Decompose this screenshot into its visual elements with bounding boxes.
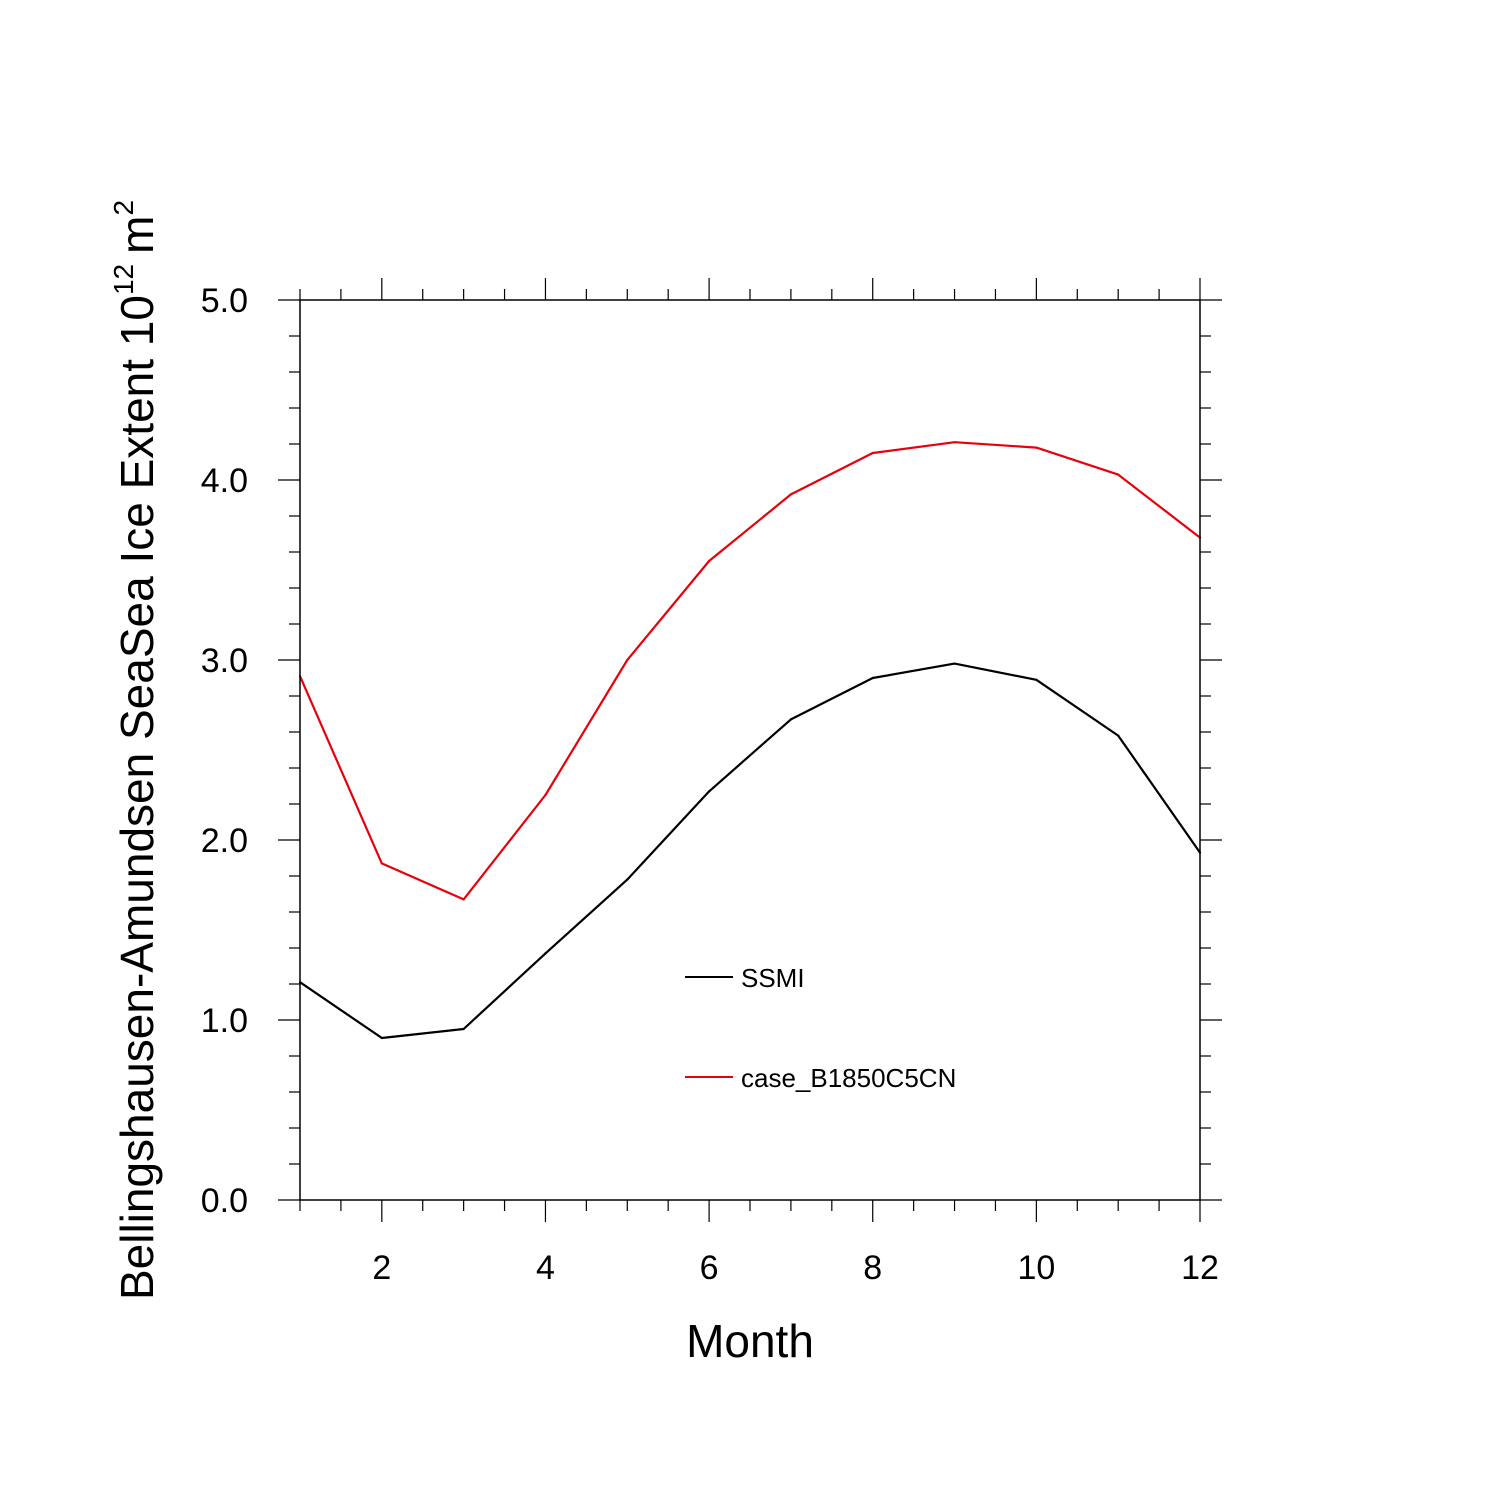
series-layer xyxy=(298,441,1202,1040)
y-tick-label: 5.0 xyxy=(201,282,248,320)
data-point xyxy=(1035,678,1038,681)
data-point xyxy=(1035,446,1038,449)
y-axis-title: Bellingshausen-Amundsen SeaSea Ice Exten… xyxy=(108,200,163,1300)
data-point xyxy=(544,952,547,955)
x-tick-label: 8 xyxy=(863,1249,882,1287)
y-axis-title-main: Bellingshausen-Amundsen SeaSea Ice Exten… xyxy=(111,295,163,1300)
data-point xyxy=(789,493,793,496)
x-tick-label: 12 xyxy=(1181,1249,1219,1287)
y-axis-title-unit: m xyxy=(111,216,163,254)
data-point xyxy=(953,662,956,665)
data-point xyxy=(871,676,874,680)
data-point xyxy=(462,1027,465,1031)
data-point xyxy=(462,898,465,901)
data-point xyxy=(707,790,711,793)
data-point xyxy=(1117,473,1120,476)
data-point xyxy=(871,451,874,455)
x-axis-title: Month xyxy=(686,1315,814,1367)
y-axis-title-exponent: 12 xyxy=(108,264,139,295)
data-point xyxy=(380,1036,383,1040)
series-line-case-b1850c5cn xyxy=(298,441,1201,901)
ticks-layer: 2 4 6 8 10 12 0.0 1.0 2.0 3.0 4.0 5.0 xyxy=(201,278,1222,1287)
data-point xyxy=(626,878,629,881)
legend-label-ssmi: SSMI xyxy=(741,963,805,993)
y-tick-label: 1.0 xyxy=(201,1002,248,1040)
series-line-ssmi xyxy=(299,662,1201,1040)
y-tick-label: 4.0 xyxy=(201,462,248,500)
data-point xyxy=(380,862,383,865)
data-point xyxy=(1117,734,1120,737)
data-point xyxy=(789,718,793,721)
x-tick-label: 10 xyxy=(1017,1249,1055,1287)
x-tick-label: 6 xyxy=(700,1249,719,1287)
y-tick-label: 3.0 xyxy=(201,642,248,680)
y-tick-label: 2.0 xyxy=(201,822,248,860)
plot-frame xyxy=(299,299,1201,1201)
y-axis-title-unit-exponent: 2 xyxy=(108,200,139,216)
x-tick-label: 2 xyxy=(372,1249,391,1287)
data-point xyxy=(626,658,629,662)
data-point xyxy=(707,559,711,563)
y-tick-label: 0.0 xyxy=(201,1182,248,1220)
x-tick-label: 4 xyxy=(536,1249,555,1287)
data-point xyxy=(544,793,547,797)
data-point xyxy=(953,441,956,444)
legend-label-case: case_B1850C5CN xyxy=(741,1063,956,1093)
legend: SSMI case_B1850C5CN xyxy=(685,963,956,1093)
